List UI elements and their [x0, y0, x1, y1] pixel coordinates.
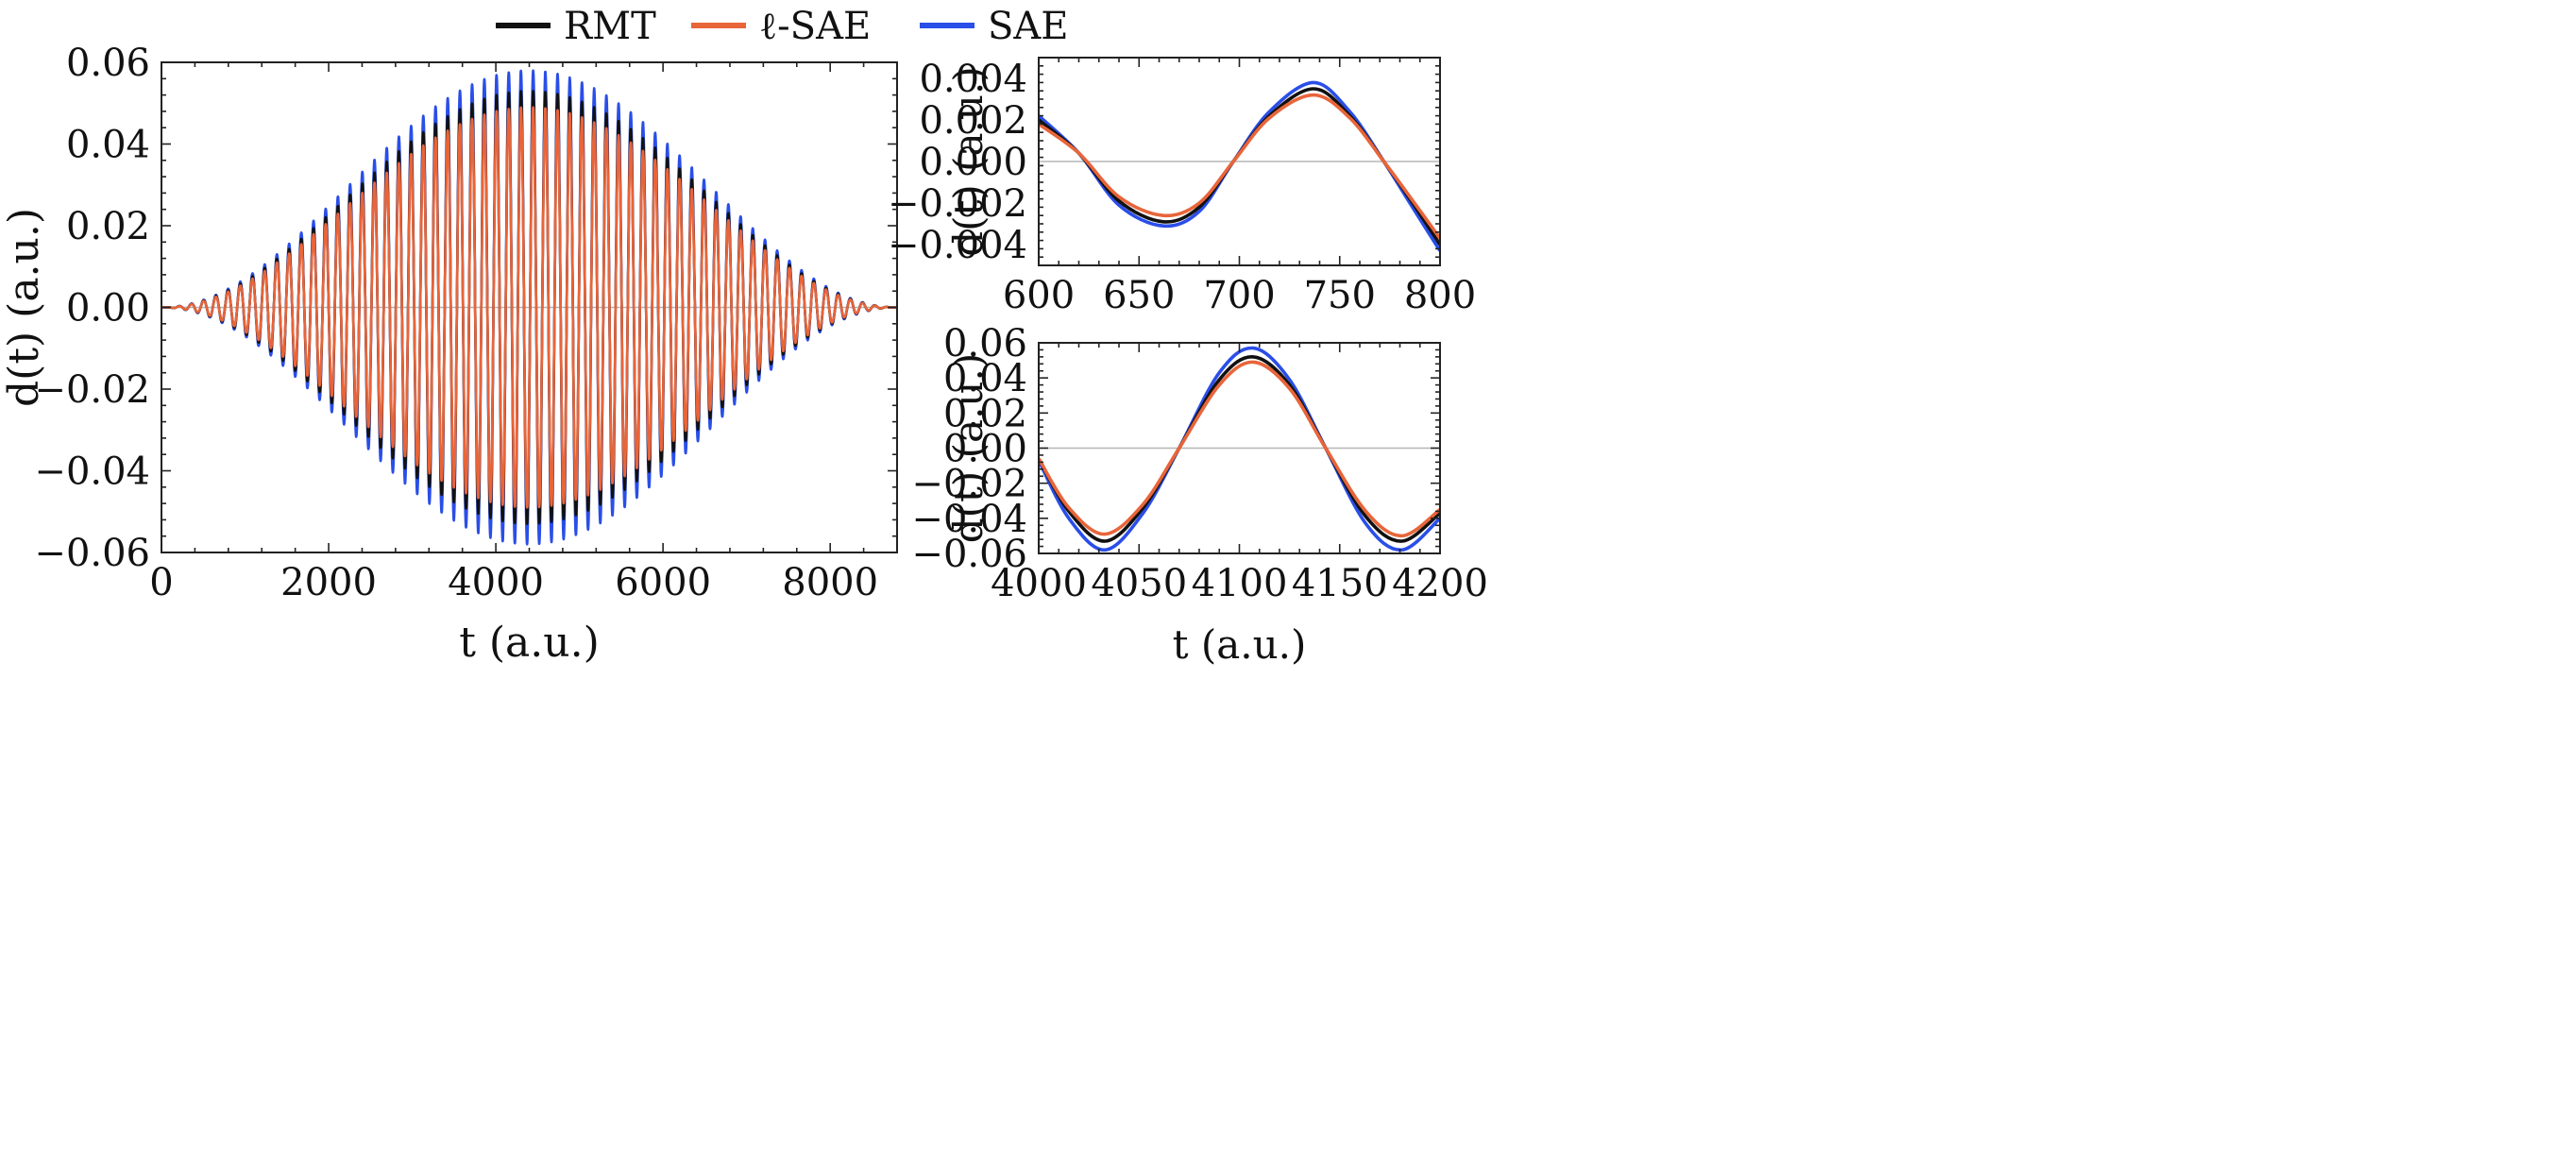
x-tick-label: 4150	[1292, 562, 1388, 605]
x-tick-label: 6000	[615, 561, 711, 604]
legend: RMT ℓ-SAE SAE	[496, 5, 1069, 48]
x-tick-label: 0	[149, 561, 173, 604]
x-tick-label: 4100	[1192, 562, 1288, 605]
series-group	[1039, 80, 1440, 252]
x-tick-label: 700	[1203, 274, 1275, 317]
legend-label: RMT	[564, 5, 656, 48]
inset-top-panel: 600 650 700 750 800 −0.004−0.0020.0000.0020.0…	[888, 57, 1476, 317]
legend-item: SAE	[920, 5, 1069, 48]
y-tick-label: 0.00	[943, 428, 1027, 471]
legend-item: ℓ-SAE	[691, 5, 871, 48]
y-tick-label: 0.04	[66, 124, 150, 167]
x-tick-label: 800	[1404, 274, 1476, 317]
y-tick-label: 0.06	[66, 42, 150, 85]
ticks	[1038, 57, 1441, 266]
x-tick-label: 4050	[1091, 562, 1187, 605]
y-tick-label: −0.002	[888, 182, 1027, 226]
y-tick-label: −0.04	[34, 450, 150, 494]
main-panel: 0 2000 4000 6000 8000 −0.06 −0.04 −0.02 0.00 0.02…	[0, 42, 898, 667]
x-tick-label: 650	[1103, 274, 1175, 317]
x-tick-label: 4000	[448, 561, 544, 604]
y-tick-label: 0.000	[919, 141, 1027, 184]
y-tick-label: 0.00	[66, 287, 150, 331]
y-tick-label: −0.06	[911, 533, 1027, 576]
series-line-l-sae	[161, 106, 897, 509]
legend-label: ℓ-SAE	[759, 5, 871, 48]
series-line-sae	[1039, 346, 1440, 552]
x-tick-label: 2000	[280, 561, 377, 604]
y-tick-label: −0.06	[34, 532, 150, 575]
x-axis-label: t (a.u.)	[1173, 621, 1307, 668]
y-tick-label: 0.04	[943, 357, 1027, 400]
inset-bottom-panel: 4000 4050 4100 4150 4200−0.06−0.04−0.020.000…	[911, 322, 1487, 668]
legend-item: RMT	[496, 5, 656, 48]
y-tick-label: −0.004	[888, 224, 1027, 267]
series-line-sae	[1039, 80, 1440, 252]
x-tick-label: 600	[1003, 274, 1075, 317]
series-line-l-sae	[1039, 93, 1440, 240]
y-axis-label: d(t) (a.u.)	[945, 66, 991, 256]
x-tick-label: 4000	[991, 562, 1087, 605]
y-tick-label: 0.004	[919, 58, 1027, 101]
x-axis-label: t (a.u.)	[459, 619, 600, 667]
ticks	[1038, 342, 1441, 554]
legend-label: SAE	[988, 5, 1069, 48]
y-tick-label: 0.02	[66, 205, 150, 248]
y-tick-label: −0.02	[911, 463, 1027, 506]
series-line-l-sae	[1039, 360, 1440, 538]
series-group	[1039, 346, 1440, 552]
y-tick-label: 0.06	[943, 322, 1027, 365]
series-group	[161, 69, 897, 546]
x-tick-label: 8000	[782, 561, 878, 604]
y-tick-label: −0.04	[911, 498, 1027, 541]
y-axis-label: d(t) (a.u.)	[0, 208, 48, 407]
series-line-rmt	[1039, 87, 1440, 246]
y-tick-label: 0.02	[943, 392, 1027, 435]
y-tick-label: 0.002	[919, 99, 1027, 143]
y-axis-label: d(t) (a.u.)	[945, 353, 991, 543]
y-tick-label: −0.02	[34, 368, 150, 412]
ticks	[161, 61, 898, 553]
series-line-rmt	[1039, 355, 1440, 543]
x-tick-label: 750	[1304, 274, 1376, 317]
x-tick-label: 4200	[1392, 562, 1488, 605]
